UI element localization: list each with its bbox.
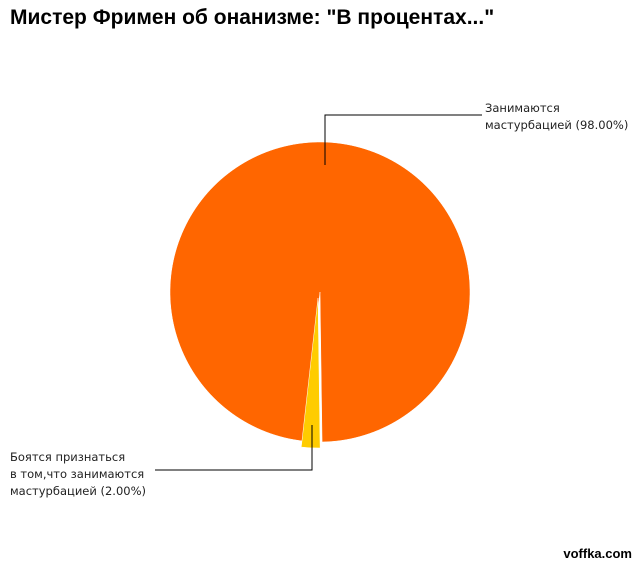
chart-title: Мистер Фримен об онанизме: "В процентах.…	[10, 6, 495, 29]
slice-label: Боятся признаться в том,что занимаются м…	[10, 449, 146, 500]
pie-slice	[169, 141, 471, 443]
value-label: (2.00%)	[100, 484, 147, 498]
category-label: Занимаются мастурбацией	[485, 101, 572, 132]
pie-slice	[301, 297, 321, 449]
slice-label: Занимаются мастурбацией (98.00%)	[485, 100, 628, 134]
category-label: Боятся признаться в том,что занимаются м…	[10, 450, 145, 498]
value-label: (98.00%)	[575, 118, 629, 132]
watermark: voffka.com	[563, 546, 632, 561]
leader-line	[324, 114, 482, 165]
leader-line	[155, 425, 313, 471]
